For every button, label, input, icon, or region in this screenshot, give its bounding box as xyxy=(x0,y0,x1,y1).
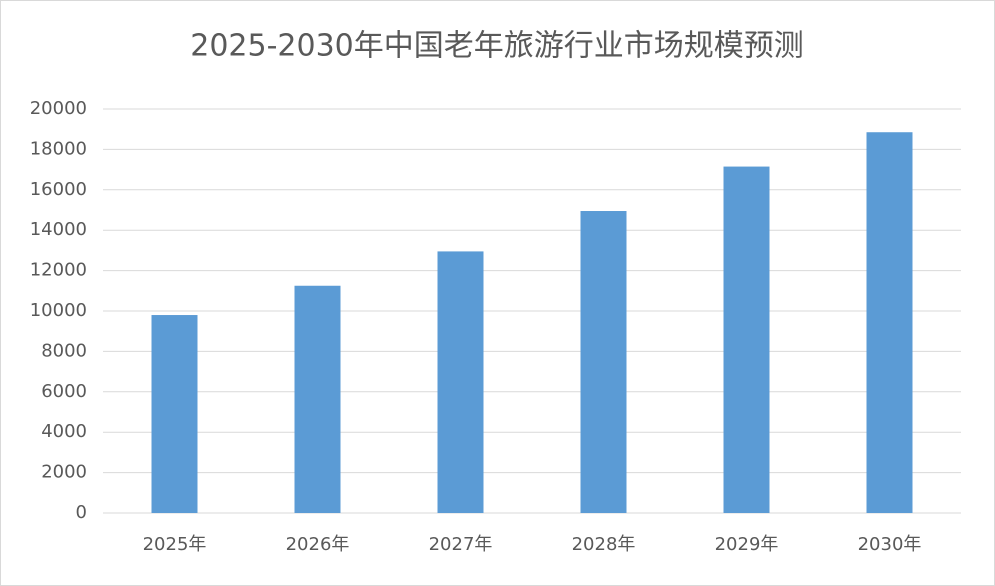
bar xyxy=(866,132,913,514)
chart-title: 2025-2030年中国老年旅游行业市场规模预测 xyxy=(190,29,804,64)
y-tick-label: 18000 xyxy=(30,138,87,159)
bar xyxy=(151,315,198,513)
x-tick-label: 2030年 xyxy=(858,534,922,555)
y-tick-label: 12000 xyxy=(30,260,87,281)
y-tick-label: 16000 xyxy=(30,179,87,200)
y-tick-label: 2000 xyxy=(41,462,87,483)
x-tick-label: 2029年 xyxy=(715,534,779,555)
y-tick-label: 6000 xyxy=(41,381,87,402)
bar xyxy=(580,211,627,513)
y-tick-label: 8000 xyxy=(41,340,87,361)
bar xyxy=(437,251,484,513)
y-tick-label: 10000 xyxy=(30,300,87,321)
y-tick-label: 20000 xyxy=(30,98,87,119)
x-tick-label: 2028年 xyxy=(572,534,636,555)
y-tick-label: 4000 xyxy=(41,421,87,442)
y-tick-label: 0 xyxy=(76,502,87,523)
x-tick-label: 2026年 xyxy=(286,534,350,555)
x-tick-label: 2025年 xyxy=(143,534,207,555)
x-tick-label: 2027年 xyxy=(429,534,493,555)
bar xyxy=(294,285,341,513)
bar xyxy=(723,166,770,513)
y-tick-label: 14000 xyxy=(30,219,87,240)
